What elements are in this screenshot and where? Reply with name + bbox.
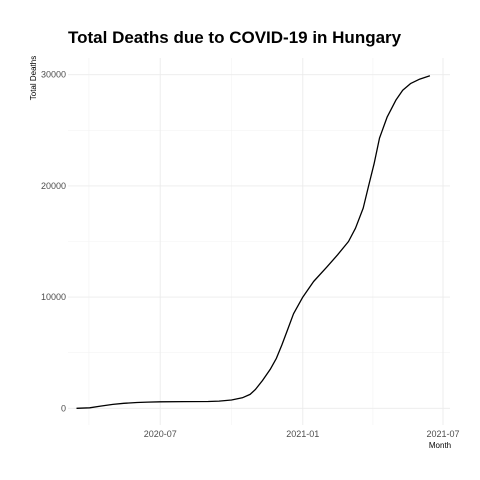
x-tick-label: 2020-07 [144,429,177,439]
y-tick-label: 30000 [41,70,66,80]
minor-gridlines [68,58,450,425]
y-tick-label: 0 [61,403,66,413]
x-tick-label: 2021-07 [427,429,460,439]
major-gridlines [68,58,450,425]
y-tick-label: 20000 [41,181,66,191]
chart-title: Total Deaths due to COVID-19 in Hungary [68,28,402,47]
x-tick-label: 2021-01 [286,429,319,439]
y-axis-ticks: 0 10000 20000 30000 [41,70,66,414]
x-axis-ticks: 2020-07 2021-01 2021-07 [144,429,460,439]
x-axis-title: Month [429,441,451,450]
total-deaths-line [76,75,431,409]
y-axis-title: Total Deaths [29,56,38,100]
y-tick-label: 10000 [41,292,66,302]
